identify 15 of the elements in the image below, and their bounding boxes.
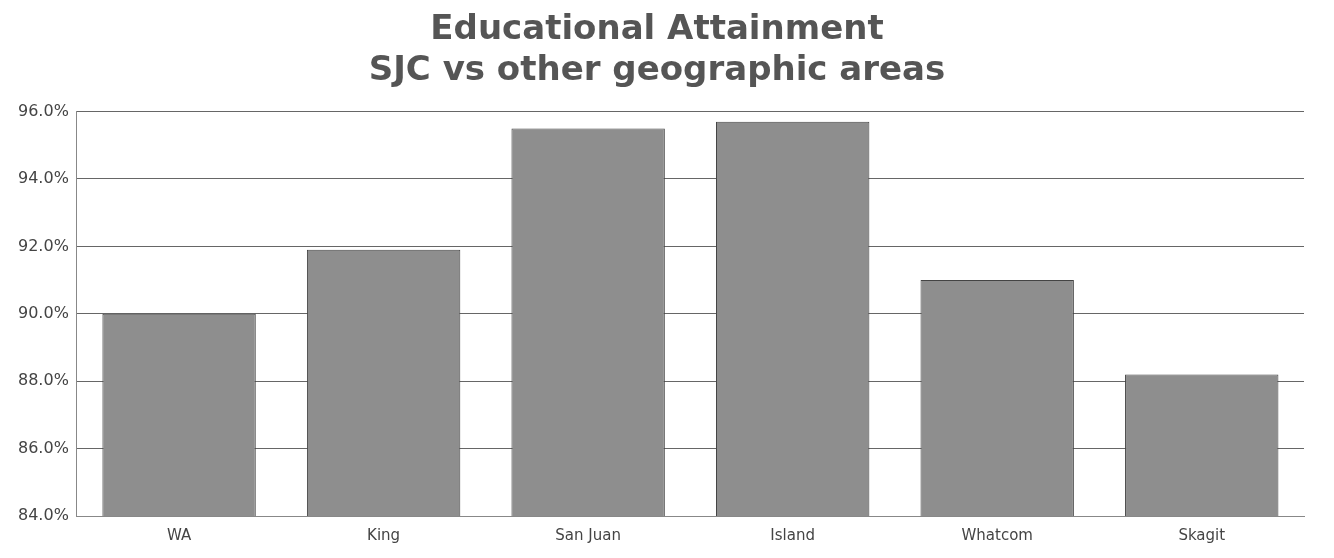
x-tick-label: Skagit [1178, 525, 1226, 544]
y-tick-label: 92.0% [18, 235, 69, 255]
x-tick-label: San Juan [555, 525, 621, 544]
y-tick-label: 96.0% [18, 100, 69, 120]
text: Educational Attainment [430, 7, 884, 48]
y-tick-label: 88.0% [18, 370, 69, 390]
x-tick-label: Island [770, 525, 815, 544]
x-tick-label: King [367, 525, 401, 544]
y-tick-label: 90.0% [18, 302, 69, 322]
text: SJC vs other geographic areas [368, 48, 946, 89]
y-tick-label: 84.0% [18, 505, 69, 525]
y-tick-label: 94.0% [18, 168, 69, 188]
x-tick-label: Whatcom [961, 525, 1033, 544]
x-tick-label: WA [166, 525, 192, 544]
y-tick-label: 86.0% [18, 437, 69, 457]
